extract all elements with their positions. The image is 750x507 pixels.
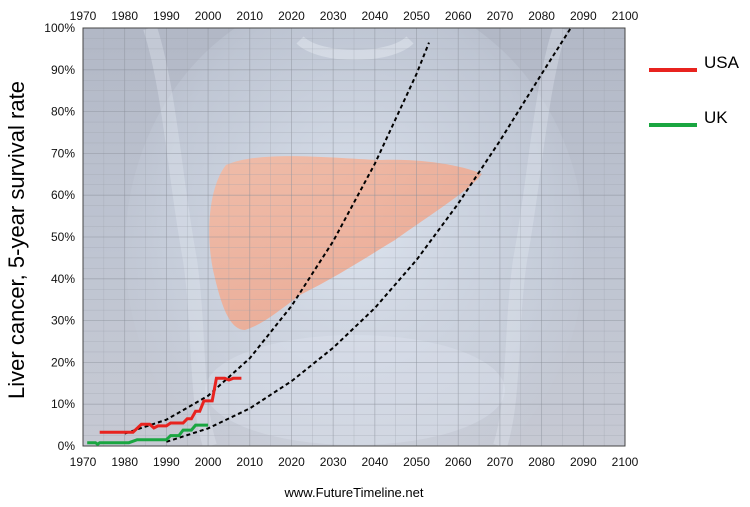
trend-line <box>166 28 572 443</box>
x-tick-label-top: 2010 <box>236 9 263 23</box>
x-tick-label-top: 2080 <box>528 9 555 23</box>
x-tick-label: 2050 <box>403 455 430 469</box>
x-tick-label: 2080 <box>528 455 555 469</box>
y-tick-label: 90% <box>51 63 75 77</box>
y-tick-label: 30% <box>51 314 75 328</box>
legend: USA UK <box>649 53 740 127</box>
trend-lines <box>124 28 572 443</box>
y-tick-label: 40% <box>51 272 75 286</box>
x-tick-label: 2070 <box>487 455 514 469</box>
series-line-usa <box>99 376 242 434</box>
y-tick-label: 70% <box>51 146 75 160</box>
x-tick-label-top: 1990 <box>153 9 180 23</box>
x-tick-label: 1980 <box>111 455 138 469</box>
x-tick-label: 2040 <box>361 455 388 469</box>
series-lines <box>87 376 242 447</box>
y-tick-label: 100% <box>44 21 75 35</box>
y-tick-label: 80% <box>51 105 75 119</box>
x-tick-label: 2020 <box>278 455 305 469</box>
x-tick-label-top: 2060 <box>445 9 472 23</box>
y-tick-label: 0% <box>58 439 76 453</box>
x-tick-label-top: 2040 <box>361 9 388 23</box>
x-tick-label: 2100 <box>612 455 639 469</box>
y-tick-label: 10% <box>51 397 75 411</box>
x-tick-label-top: 2020 <box>278 9 305 23</box>
x-tick-label: 1990 <box>153 455 180 469</box>
x-tick-label-top: 1970 <box>70 9 97 23</box>
legend-label-uk: UK <box>704 108 728 127</box>
grid <box>82 27 626 447</box>
trend-line <box>124 42 430 435</box>
plot-frame <box>82 27 626 447</box>
source-credit: www.FutureTimeline.net <box>284 485 424 500</box>
x-tick-label: 2000 <box>195 455 222 469</box>
series-line-uk <box>87 423 209 447</box>
x-tick-label-top: 1980 <box>111 9 138 23</box>
legend-label-usa: USA <box>704 53 740 72</box>
liver-illustration <box>209 156 482 330</box>
x-tick-label: 2030 <box>320 455 347 469</box>
y-tick-label: 50% <box>51 230 75 244</box>
x-tick-label-top: 2090 <box>570 9 597 23</box>
x-tick-label-top: 2030 <box>320 9 347 23</box>
x-axis-top: 1970 1980 1990 2000 2010 2020 2030 2040 2050 2060… <box>70 9 639 23</box>
x-tick-label: 2090 <box>570 455 597 469</box>
x-tick-label: 2010 <box>236 455 263 469</box>
anatomy-illustration <box>125 28 585 446</box>
y-tick-label: 20% <box>51 355 75 369</box>
x-tick-label-top: 2000 <box>195 9 222 23</box>
x-axis-bottom: 1970 1980 1990 2000 2010 2020 2030 2040 2050 2060… <box>70 455 639 469</box>
x-tick-label-top: 2100 <box>612 9 639 23</box>
y-tick-label: 60% <box>51 188 75 202</box>
y-axis: 0% 10% 20% 30% 40% 50% 60% 70% 80% 90% 100% <box>44 21 75 453</box>
x-tick-label: 2060 <box>445 455 472 469</box>
x-tick-label-top: 2050 <box>403 9 430 23</box>
x-tick-label-top: 2070 <box>487 9 514 23</box>
x-tick-label: 1970 <box>70 455 97 469</box>
y-axis-label: Liver cancer, 5-year survival rate <box>4 81 29 399</box>
